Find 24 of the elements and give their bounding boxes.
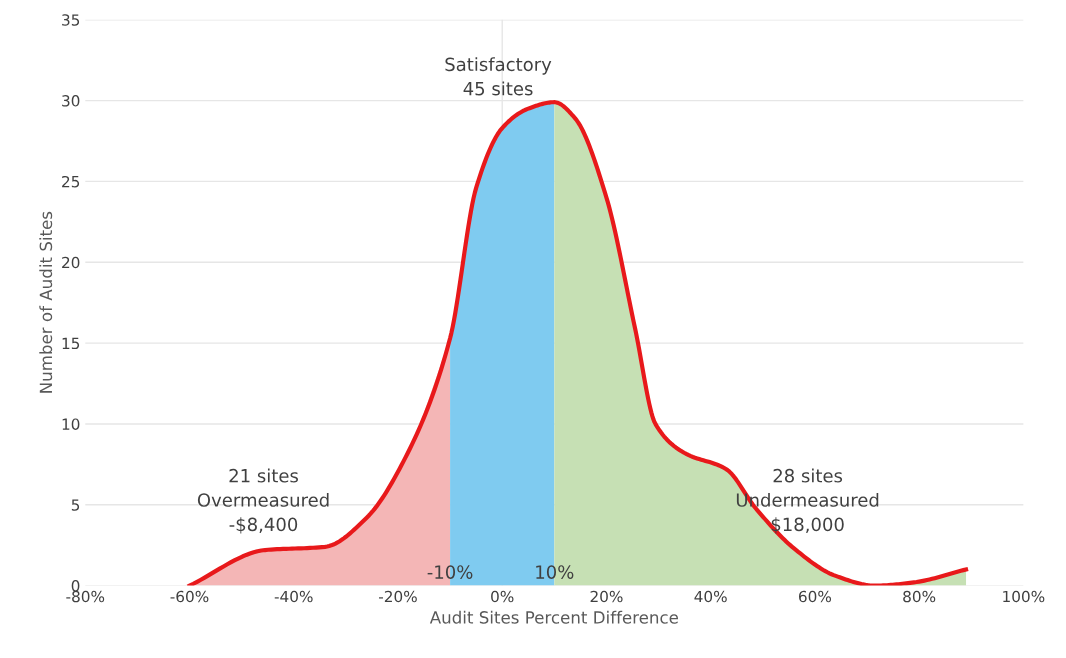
y-tick-label: 10 xyxy=(62,418,80,430)
y-tick-label: 35 xyxy=(62,14,80,26)
x-tick-label: -80% xyxy=(66,590,105,603)
x-tick-label: 60% xyxy=(798,590,832,603)
annotation: 21 sites Overmeasured -$8,400 xyxy=(197,468,329,534)
y-tick-label: 0 xyxy=(71,580,80,592)
y-tick-label: 30 xyxy=(62,95,80,107)
y-tick-label: 15 xyxy=(62,337,80,350)
y-tick-label: 20 xyxy=(62,256,80,269)
x-axis-title: Audit Sites Percent Difference xyxy=(429,610,679,624)
annotation: -10% xyxy=(427,565,473,579)
x-tick-label: 0% xyxy=(491,590,514,603)
x-tick-label: -20% xyxy=(378,590,417,603)
x-tick-label: 40% xyxy=(694,590,727,603)
y-axis-title: Number of Audit Sites xyxy=(39,211,53,393)
annotation: 10% xyxy=(536,565,574,579)
annotation: Satisfactory 45 sites xyxy=(445,57,552,96)
x-tick-label: 80% xyxy=(903,590,936,603)
x-tick-label: -60% xyxy=(170,590,209,603)
y-tick-label: 5 xyxy=(71,499,80,511)
y-tick-label: 25 xyxy=(62,175,80,188)
x-tick-label: 20% xyxy=(590,590,623,603)
x-tick-label: 100% xyxy=(1003,590,1045,603)
x-tick-label: -40% xyxy=(274,590,313,603)
